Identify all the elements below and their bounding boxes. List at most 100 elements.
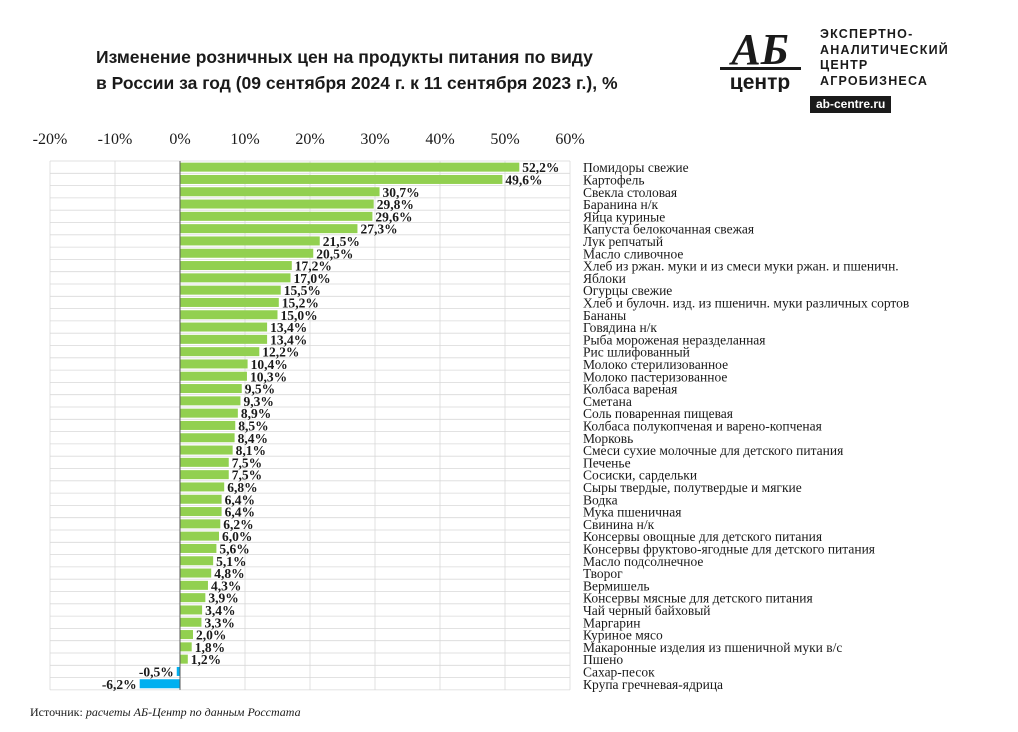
data-label: 15,5% [284,283,321,298]
bar-chart: -20% -10% 0% 10% 20% 30% 40% 50% 60% 52,2% Помидо… [33,131,910,692]
bar [180,531,219,541]
category-label: Бананы [583,308,626,323]
data-label: 5,6% [219,541,249,556]
data-label: 8,1% [236,443,266,458]
category-label: Колбаса вареная [583,382,677,397]
data-label: 6,0% [222,529,252,544]
category-label: Рыба мороженая неразделанная [583,332,766,347]
category-label: Куриное мясо [583,628,663,643]
data-label: 6,8% [227,480,257,495]
category-label: Масло сливочное [583,246,683,261]
bar [180,347,260,357]
category-label: Вермишель [583,578,650,593]
data-label: 13,4% [270,320,307,335]
x-tick-label: 50% [490,131,519,148]
data-label: 1,2% [191,652,221,667]
data-label: 15,0% [281,308,318,323]
category-label: Сметана [583,394,632,409]
bar [180,396,241,406]
x-tick-label: 0% [169,131,190,148]
bar [180,568,212,578]
category-label: Консервы мясные для детского питания [583,591,813,606]
data-label: -0,5% [139,664,174,679]
data-label: 2,0% [196,628,226,643]
data-label: 9,3% [243,394,273,409]
bar [180,642,192,652]
bar [176,666,180,676]
source-label: Источник: [30,705,83,719]
bar [180,199,374,209]
bar [180,359,248,369]
data-label: 3,3% [204,615,234,630]
data-label: 7,5% [232,455,262,470]
axis-layer: -20% -10% 0% 10% 20% 30% 40% 50% 60% [33,131,585,690]
data-label: 17,0% [294,271,331,286]
x-tick-label: 60% [555,131,584,148]
data-label: 21,5% [323,234,360,249]
data-label: 13,4% [270,332,307,347]
category-label: Маргарин [583,615,640,630]
data-label: 4,8% [214,566,244,581]
data-label: 10,3% [250,369,287,384]
data-label: 6,4% [225,505,255,520]
category-label: Баранина н/к [583,197,659,212]
category-label: Огурцы свежие [583,283,672,298]
data-label: 8,9% [241,406,271,421]
category-label: Хлеб из ржан. муки и из смеси муки ржан.… [583,259,899,274]
bar [180,261,292,271]
data-label: 3,4% [205,603,235,618]
logo-text-line-3: ЦЕНТР [820,58,869,72]
bar [180,654,188,664]
category-label: Колбаса полукопченая и варено-копченая [583,418,822,433]
bar [180,494,222,504]
category-label: Рис шлифованный [583,345,690,360]
logo-text: ЭКСПЕРТНО- АНАЛИТИЧЕСКИЙ ЦЕНТР АГРОБИЗНЕ… [820,27,949,89]
bar [180,617,202,627]
bar [180,285,281,295]
category-label: Морковь [583,431,633,446]
category-label: Картофель [583,172,645,187]
category-label: Молоко стерилизованное [583,357,728,372]
data-label: 1,8% [195,640,225,655]
bar [180,174,503,184]
x-tick-label: 40% [425,131,454,148]
bar [180,408,238,418]
category-label: Помидоры свежие [583,160,689,175]
bar [180,236,320,246]
category-label: Свинина н/к [583,517,655,532]
source-text: расчеты АБ-Центр по данным Росстата [85,705,301,719]
data-label: 17,2% [295,259,332,274]
logo-url[interactable]: ab-centre.ru [810,96,892,113]
category-label: Говядина н/к [583,320,657,335]
data-label: 6,4% [225,492,255,507]
bar [180,187,380,197]
category-label: Хлеб и булочн. изд. из пшеничн. муки раз… [583,295,909,310]
bar [180,162,520,172]
data-label: 49,6% [505,172,542,187]
data-label: 4,3% [211,578,241,593]
bar [180,310,278,320]
title-line-2: в России за год (09 сентября 2024 г. к 1… [96,73,618,93]
category-label: Соль поваренная пищевая [583,406,733,421]
category-label: Творог [583,566,623,581]
bar [180,371,247,381]
bar [180,630,193,640]
bar [180,556,214,566]
category-label: Печенье [583,455,631,470]
x-tick-label: -10% [98,131,133,148]
labels-layer: 52,2% Помидоры свежие 49,6% Картофель 30,7% С… [102,160,909,692]
category-label: Мука пшеничная [583,505,681,520]
bars-layer [139,162,520,689]
data-label: 29,6% [375,209,412,224]
category-label: Сосиски, сардельки [583,468,697,483]
bar [180,482,225,492]
bar [180,248,314,258]
x-tick-label: 30% [360,131,389,148]
bar [180,457,229,467]
logo-text-line-2: АНАЛИТИЧЕСКИЙ [820,42,949,57]
bar [180,334,268,344]
bar [180,297,279,307]
bar [180,519,221,529]
bar [180,384,242,394]
data-label: 9,5% [245,382,275,397]
